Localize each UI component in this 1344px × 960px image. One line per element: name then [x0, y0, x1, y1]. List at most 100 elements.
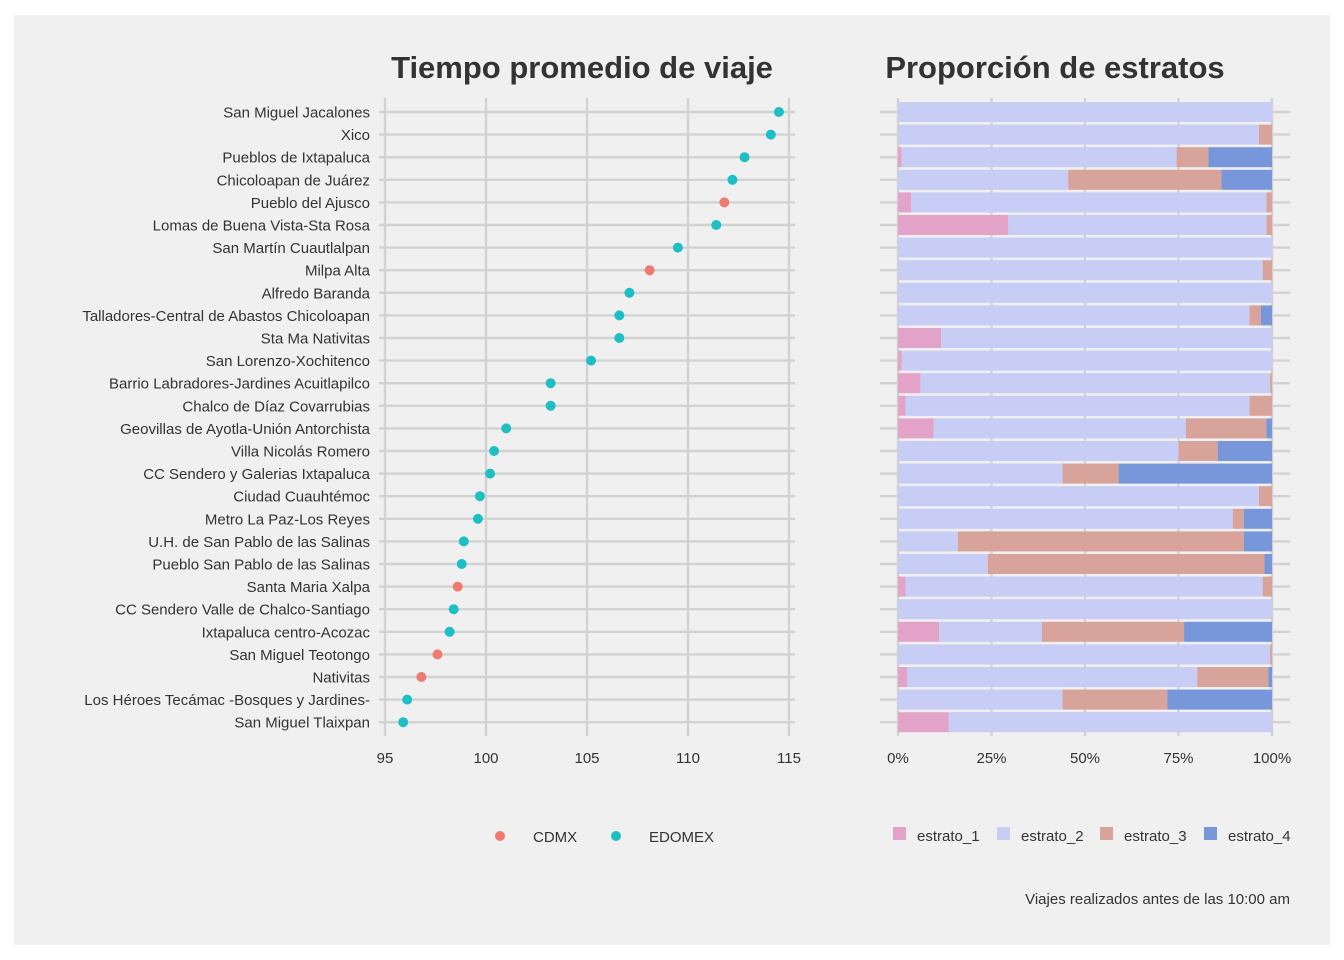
category-label: San Miguel Teotongo: [229, 647, 370, 664]
bar-segment-estrato_3: [1041, 621, 1185, 642]
data-point: [586, 355, 597, 366]
dot-chart-title: Tiempo promedio de viaje: [391, 50, 773, 85]
x-tick-label: 95: [377, 750, 394, 767]
bar-segment-estrato_2: [898, 237, 1272, 258]
bar-segment-estrato_2: [907, 667, 1198, 687]
bar-segment-estrato_4: [1208, 147, 1272, 168]
bar-segment-estrato_3: [1068, 169, 1222, 190]
bar-segment-estrato_3: [1258, 124, 1272, 145]
category-label: Lomas de Buena Vista-Sta Rosa: [153, 218, 371, 235]
x-tick-label: 115: [777, 750, 801, 767]
data-point: [472, 513, 483, 524]
data-point: [398, 717, 409, 728]
bar-segment-estrato_1: [898, 373, 921, 394]
bar-segment-estrato_4: [1264, 554, 1272, 574]
bar-segment-estrato_2: [905, 395, 1250, 416]
bar-segment-estrato_2: [933, 418, 1186, 439]
x-tick-label: 0%: [887, 750, 909, 767]
data-point: [485, 468, 496, 479]
bar-segment-estrato_3: [1062, 463, 1119, 484]
data-point: [452, 581, 463, 592]
bar-segment-estrato_4: [1118, 463, 1272, 484]
bar-segment-estrato_3: [987, 554, 1265, 574]
bar-segment-estrato_2: [898, 124, 1259, 145]
category-label: Chicoloapan de Juárez: [217, 172, 370, 189]
bar-segment-estrato_3: [957, 531, 1244, 552]
dot-chart-category-labels: San Miguel Jacalones Xico Pueblos de Ixtap…: [82, 105, 370, 732]
data-point: [416, 672, 427, 682]
data-point: [773, 107, 784, 117]
data-point: [711, 220, 722, 230]
legend-key-estrato_1: [893, 827, 906, 840]
data-point: [765, 129, 776, 140]
bar-chart-x-tick-labels: 0% 25% 50% 75% 100%: [887, 750, 1291, 767]
bar-segment-estrato_2: [898, 599, 1272, 620]
bar-segment-estrato_3: [1258, 486, 1272, 507]
dot-chart-legend: CDMX EDOMEX: [495, 829, 714, 846]
bar-segment-estrato_3: [1249, 305, 1261, 326]
bar-segment-estrato_1: [898, 667, 908, 687]
bar-segment-estrato_2: [905, 576, 1263, 597]
legend-key-edomex: [611, 831, 621, 841]
x-tick-label: 100: [473, 750, 498, 767]
data-point: [444, 626, 455, 637]
bar-segment-estrato_4: [1268, 667, 1272, 687]
legend-label: CDMX: [533, 829, 577, 846]
data-point: [501, 423, 512, 434]
legend-label: estrato_3: [1124, 828, 1187, 845]
bar-segment-estrato_2: [911, 192, 1267, 213]
x-tick-label: 50%: [1070, 750, 1100, 767]
category-label: San Lorenzo-Xochitenco: [206, 353, 370, 370]
bar-segment-estrato_4: [1243, 531, 1272, 552]
bar-segment-estrato_4: [1167, 689, 1272, 710]
data-point: [739, 152, 750, 163]
category-label: CC Sendero y Galerias Ixtapaluca: [143, 466, 370, 483]
bar-segment-estrato_3: [1197, 667, 1269, 687]
bar-segment-estrato_2: [898, 102, 1272, 122]
x-tick-label: 25%: [976, 750, 1006, 767]
x-tick-label: 75%: [1163, 750, 1193, 767]
bar-segment-estrato_3: [1185, 418, 1267, 439]
bar-segment-estrato_1: [898, 192, 912, 213]
bar-segment-estrato_3: [1062, 689, 1168, 710]
bar-segment-estrato_4: [1184, 621, 1272, 642]
category-label: Talladores-Central de Abastos Chicoloapa…: [82, 308, 370, 325]
bar-segment-estrato_1: [898, 350, 902, 371]
legend-key-estrato_4: [1204, 827, 1217, 840]
category-label: Pueblos de Ixtapaluca: [222, 150, 370, 167]
category-label: Chalco de Díaz Covarrubias: [182, 398, 370, 415]
category-label: Pueblo San Pablo de las Salinas: [152, 557, 370, 574]
bar-chart-title: Proporción de estratos: [885, 50, 1224, 85]
bar-segment-estrato_4: [1266, 418, 1272, 439]
data-point: [458, 536, 469, 547]
legend-label: estrato_2: [1021, 828, 1084, 845]
data-point: [614, 310, 625, 321]
bar-segment-estrato_3: [1249, 395, 1272, 416]
category-label: Milpa Alta: [305, 263, 371, 280]
bar-segment-estrato_1: [898, 576, 906, 597]
category-label: Geovillas de Ayotla-Unión Antorchista: [120, 421, 371, 438]
bar-segment-estrato_2: [898, 508, 1233, 529]
bar-segment-estrato_3: [1270, 373, 1272, 394]
data-point: [448, 604, 459, 615]
bar-segment-estrato_2: [948, 712, 1272, 733]
bar-segment-estrato_2: [898, 531, 958, 552]
category-label: Barrio Labradores-Jardines Acuitlapilco: [109, 376, 370, 393]
bar-segment-estrato_3: [1176, 147, 1209, 168]
bar-segment-estrato_1: [898, 712, 949, 733]
data-point: [432, 649, 443, 660]
bar-segment-estrato_2: [939, 621, 1042, 642]
bar-segment-estrato_2: [898, 441, 1179, 461]
bar-segment-estrato_1: [898, 418, 934, 439]
data-point: [644, 265, 655, 276]
data-point: [474, 491, 485, 502]
bar-segment-estrato_2: [898, 463, 1063, 484]
bar-segment-estrato_2: [898, 486, 1259, 507]
bar-segment-estrato_1: [898, 621, 940, 642]
bar-segment-estrato_1: [898, 147, 902, 168]
bar-segment-estrato_3: [1178, 441, 1218, 461]
bar-segment-estrato_3: [1266, 192, 1272, 213]
bar-segment-estrato_4: [1217, 441, 1272, 461]
category-label: Sta Ma Nativitas: [261, 331, 370, 348]
bar-segment-estrato_2: [901, 147, 1177, 168]
